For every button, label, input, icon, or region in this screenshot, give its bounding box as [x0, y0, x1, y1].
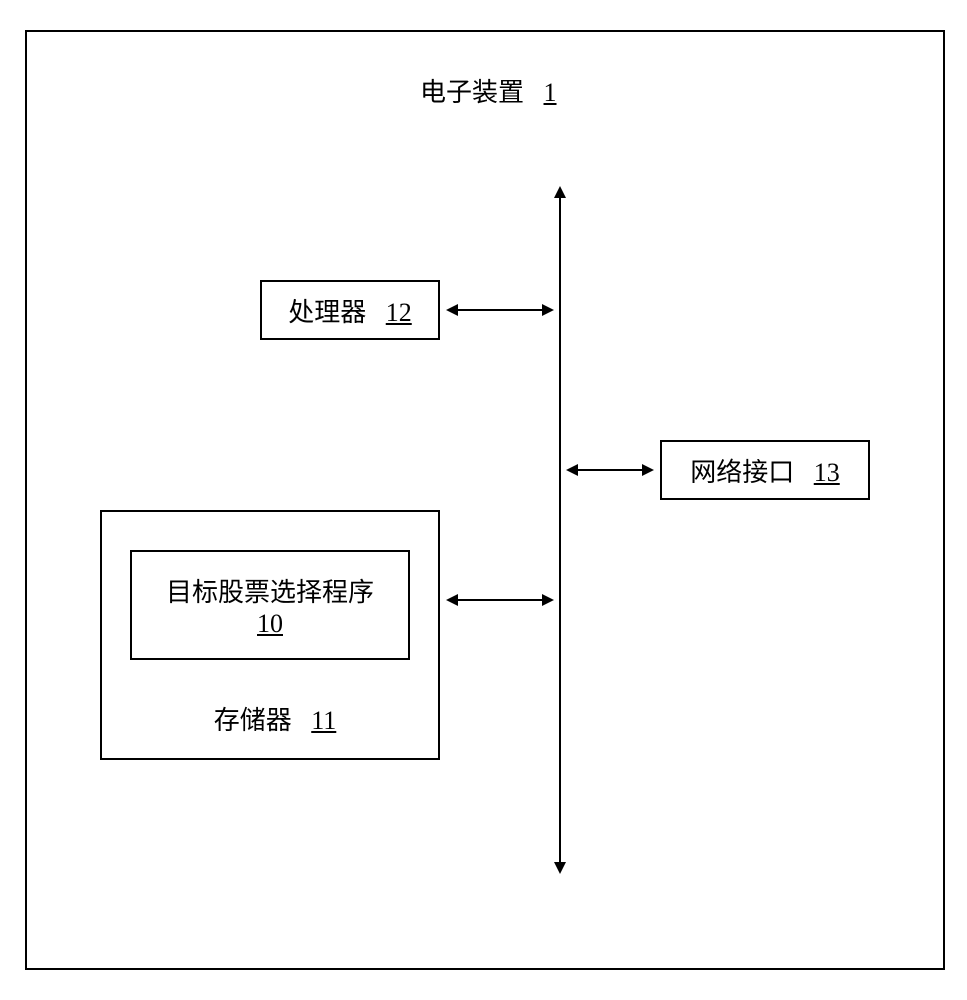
- diagram-connectors: [0, 0, 967, 1000]
